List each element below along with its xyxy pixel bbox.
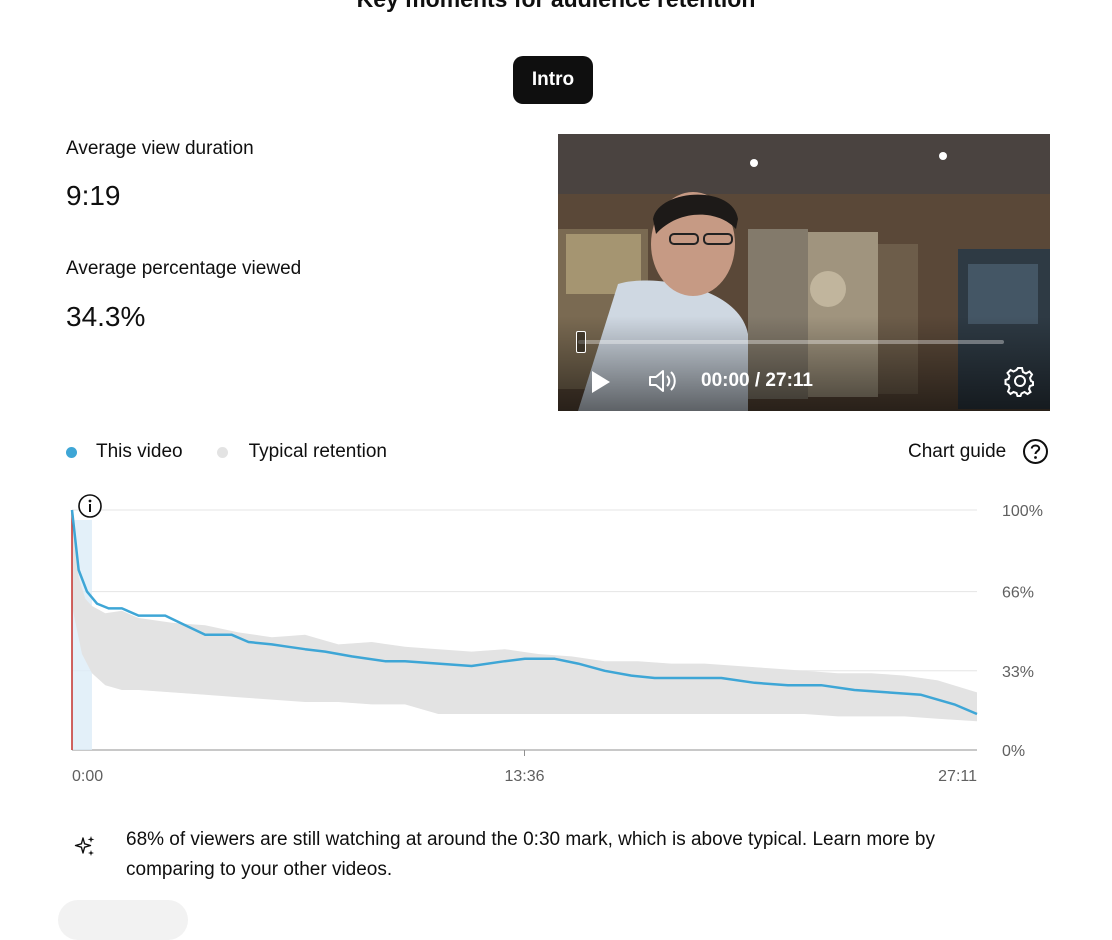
x-tick-label: 0:00 <box>72 768 103 785</box>
y-tick-label: 0% <box>1002 743 1025 760</box>
avg-view-duration-label: Average view duration <box>66 138 254 159</box>
player-time: 00:00 / 27:11 <box>701 370 813 391</box>
legend: This video Typical retention <box>66 441 387 463</box>
page-title: Key moments for audience retention <box>0 0 1112 14</box>
y-tick-label: 33% <box>1002 664 1034 681</box>
video-player[interactable]: 00:00 / 27:11 <box>558 134 1050 411</box>
legend-dot-this-video <box>66 446 77 458</box>
x-tick-label: 27:11 <box>938 768 977 785</box>
y-tick-label: 66% <box>1002 585 1034 602</box>
insight-text: 68% of viewers are still watching at aro… <box>126 829 935 880</box>
x-tick-label: 13:36 <box>504 768 544 785</box>
typical-retention-band <box>72 517 977 722</box>
y-tick-label: 100% <box>1002 503 1043 520</box>
gear-icon[interactable] <box>1004 365 1036 402</box>
progress-bar[interactable] <box>578 340 1004 344</box>
progress-handle[interactable] <box>576 331 586 353</box>
this-video-line <box>70 509 978 716</box>
legend-typical: Typical retention <box>248 441 387 462</box>
play-icon[interactable] <box>590 370 612 399</box>
legend-dot-typical <box>216 446 228 458</box>
sparkle-icon <box>72 834 98 865</box>
avg-pct-viewed-value: 34.3% <box>66 301 146 332</box>
info-icon[interactable] <box>77 493 103 524</box>
bottom-action-button[interactable] <box>58 900 188 940</box>
volume-icon[interactable] <box>648 368 678 399</box>
chart-guide-link[interactable]: Chart guide <box>908 441 1007 462</box>
avg-pct-viewed-label: Average percentage viewed <box>66 258 302 279</box>
help-circle-icon[interactable] <box>1022 438 1049 470</box>
controls-shade <box>558 316 1050 411</box>
legend-this-video: This video <box>96 441 183 462</box>
avg-view-duration-value: 9:19 <box>66 180 121 211</box>
retention-chart: 100% 66% 33% 0% 0:00 13:36 27:11 <box>70 503 1043 785</box>
segment-chip-intro[interactable]: Intro <box>513 56 593 104</box>
